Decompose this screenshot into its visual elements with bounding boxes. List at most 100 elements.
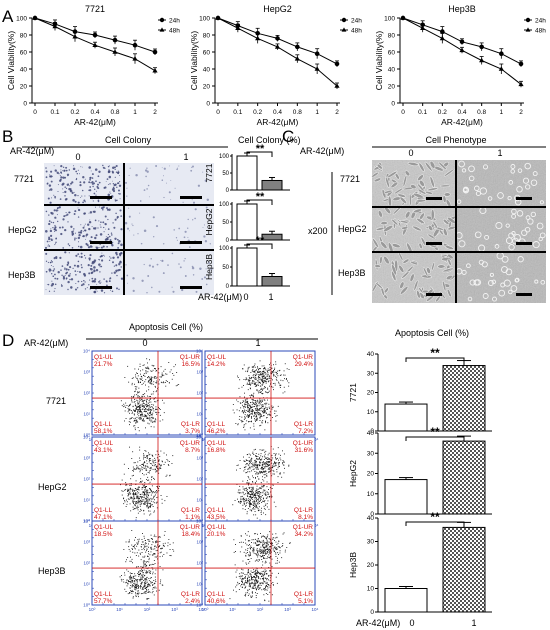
colony-dot xyxy=(67,262,70,265)
event-dot xyxy=(161,498,163,500)
event-dot xyxy=(144,579,146,580)
event-dot xyxy=(245,487,247,489)
event-dot xyxy=(123,581,125,583)
rounded-cell xyxy=(517,168,523,173)
event-dot xyxy=(160,551,162,553)
event-dot xyxy=(147,489,149,491)
event-dot xyxy=(137,461,139,463)
event-dot xyxy=(264,372,266,374)
event-dot xyxy=(264,543,265,545)
event-dot xyxy=(260,378,262,380)
event-dot xyxy=(273,465,275,467)
event-dot xyxy=(254,573,256,574)
event-dot xyxy=(151,538,153,540)
event-dot xyxy=(259,461,260,463)
event-dot xyxy=(147,395,148,397)
event-dot xyxy=(264,555,265,556)
event-dot xyxy=(261,540,263,542)
event-dot xyxy=(150,489,152,491)
event-dot xyxy=(155,411,157,413)
event-dot xyxy=(142,420,144,422)
colony-dot xyxy=(48,238,51,241)
event-dot xyxy=(133,585,135,587)
event-dot xyxy=(153,495,155,497)
event-dot xyxy=(267,380,269,382)
event-dot xyxy=(137,506,139,508)
event-dot xyxy=(148,543,149,545)
event-dot xyxy=(149,554,151,556)
event-dot xyxy=(248,405,250,407)
event-dot xyxy=(145,399,147,401)
event-dot xyxy=(142,394,144,395)
event-dot xyxy=(159,414,161,416)
event-dot xyxy=(249,535,250,537)
event-dot xyxy=(138,489,140,491)
colony-dot xyxy=(44,246,48,249)
event-dot xyxy=(258,541,260,543)
event-dot xyxy=(131,475,133,477)
series-line-48h xyxy=(217,17,338,87)
event-dot xyxy=(146,415,147,417)
event-dot xyxy=(173,550,175,552)
spindle-cell xyxy=(391,243,401,249)
event-dot xyxy=(137,543,139,545)
event-dot xyxy=(247,370,249,372)
event-dot xyxy=(265,503,267,505)
event-dot xyxy=(253,392,255,394)
event-dot xyxy=(139,482,141,483)
bar-1 xyxy=(261,233,283,241)
event-dot xyxy=(254,577,256,578)
event-dot xyxy=(261,376,263,378)
event-dot xyxy=(268,414,270,415)
colony-dot xyxy=(95,194,97,196)
x-tick-label: 0.1 xyxy=(233,109,242,116)
event-dot xyxy=(260,492,261,493)
event-dot xyxy=(128,489,129,491)
colony-dot xyxy=(118,240,121,243)
event-dot xyxy=(157,558,158,560)
event-dot xyxy=(148,368,150,370)
event-dot xyxy=(279,473,281,475)
colony-dot xyxy=(147,275,150,277)
spindle-cell xyxy=(427,233,436,240)
quad-value-lr: 8.1% xyxy=(298,514,313,521)
event-dot xyxy=(261,399,263,401)
event-dot xyxy=(245,581,246,583)
event-dot xyxy=(255,491,257,493)
event-dot xyxy=(147,571,149,573)
colony-dot xyxy=(59,256,62,260)
colony-dot xyxy=(73,213,76,215)
event-dot xyxy=(250,498,252,500)
event-dot xyxy=(247,496,249,497)
quad-value-ur: 31.6% xyxy=(295,447,314,454)
event-dot xyxy=(263,371,264,372)
event-dot xyxy=(247,577,248,579)
event-dot xyxy=(154,576,156,578)
event-dot xyxy=(269,570,270,572)
event-dot xyxy=(259,497,261,499)
event-dot xyxy=(259,374,261,376)
event-dot xyxy=(128,421,130,423)
event-dot xyxy=(245,505,246,507)
rounded-cell xyxy=(495,221,503,230)
event-dot xyxy=(150,505,151,507)
event-dot xyxy=(122,490,124,492)
event-dot xyxy=(131,378,133,379)
spindle-cell xyxy=(399,220,409,224)
colony-dot xyxy=(111,170,114,173)
event-dot xyxy=(266,407,268,409)
colony-dot xyxy=(192,201,196,204)
colony-dot xyxy=(95,234,98,237)
event-dot xyxy=(144,494,146,495)
legend-label: 48h xyxy=(535,28,546,35)
event-dot xyxy=(151,490,152,492)
event-dot xyxy=(249,552,251,554)
event-dot xyxy=(250,411,252,413)
event-dot xyxy=(162,555,163,557)
event-dot xyxy=(271,496,273,498)
point-24h xyxy=(314,51,320,56)
colony-dot xyxy=(80,252,83,255)
event-dot xyxy=(135,421,137,423)
spindle-cell xyxy=(400,286,409,295)
event-dot xyxy=(258,510,259,512)
